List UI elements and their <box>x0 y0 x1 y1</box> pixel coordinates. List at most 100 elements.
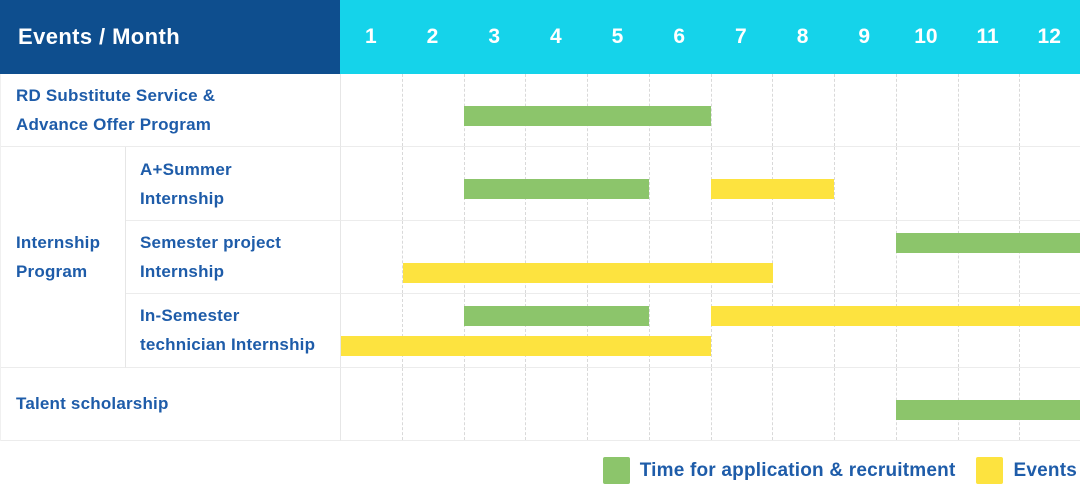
grid-cell <box>587 367 649 440</box>
grid-cell <box>957 294 1020 367</box>
grid-cell <box>525 294 587 367</box>
grid-cell <box>525 367 587 440</box>
grid-cell <box>957 147 1020 220</box>
legend: Time for application & recruitment Events <box>0 441 1080 494</box>
grid-cell <box>772 294 834 367</box>
grid-cell <box>1019 294 1080 367</box>
grid-cell <box>772 367 834 440</box>
month-label-5: 5 <box>611 25 624 48</box>
grid-cell <box>648 220 711 294</box>
grid-cell <box>772 74 834 147</box>
month-label-11: 11 <box>976 25 999 48</box>
green-bar-months-3-6 <box>464 106 711 126</box>
row-label-rd-substitute-service: RD Substitute Service & Advance Offer Pro… <box>1 74 341 148</box>
grid-cell <box>463 147 526 220</box>
month-label-7: 7 <box>735 25 747 48</box>
chart-row-rd-substitute-service <box>341 74 1080 148</box>
label-text: RD Substitute Service & Advance Offer Pro… <box>16 86 216 135</box>
corner-header: Events / Month <box>0 0 340 74</box>
grid-cell <box>587 220 649 294</box>
grid-cell <box>463 74 526 147</box>
grid-cell <box>463 367 526 440</box>
grid-cell <box>401 367 464 440</box>
label-text: Semester project Internship <box>140 232 282 281</box>
legend-item-application: Time for application & recruitment <box>602 457 956 484</box>
grid-cell <box>895 294 958 367</box>
table-header: Events / Month 1 2 3 4 5 6 7 8 9 10 11 12 <box>0 0 1080 74</box>
month-label-3: 3 <box>488 25 501 48</box>
table-body: RD Substitute Service & Advance Offer Pro… <box>0 74 1080 441</box>
grid-cell <box>341 368 402 440</box>
green-bar-months-10-12 <box>896 232 1080 253</box>
label-text: Internship Program <box>16 232 101 281</box>
grid-cell <box>401 294 464 367</box>
row-label-semester-project-internship: Semester project Internship <box>126 220 341 295</box>
grid-cell <box>957 74 1020 147</box>
grid-cell <box>710 147 773 220</box>
green-bar-months-3-5 <box>464 179 650 200</box>
grid-cell <box>463 220 526 294</box>
month-label-9: 9 <box>858 25 871 48</box>
grid-cell <box>341 147 402 219</box>
yellow-bar-months-7-8 <box>711 179 835 200</box>
grid-cell <box>710 220 773 294</box>
legend-item-events: Events <box>976 457 1077 484</box>
grid-cell <box>401 147 464 220</box>
month-label-8: 8 <box>796 25 809 48</box>
month-label-2: 2 <box>426 25 439 48</box>
grid-cell <box>401 74 464 147</box>
grid-cell <box>648 147 711 220</box>
grid-cell <box>463 294 526 367</box>
grid-cell <box>710 367 773 440</box>
grid-cell <box>341 74 402 146</box>
label-text: In-Semester technician Internship <box>140 306 316 355</box>
grid-cell <box>525 220 587 294</box>
legend-swatch-application <box>602 457 630 484</box>
grid-cell <box>648 367 711 440</box>
month-label-12: 12 <box>1037 25 1061 48</box>
grid-cell <box>957 220 1020 294</box>
grid-cell <box>710 294 773 367</box>
grid-cell <box>834 147 896 220</box>
grid-cell <box>710 74 773 147</box>
legend-label-events: Events <box>1013 459 1077 481</box>
chart-row-semester-project-internship <box>341 220 1080 295</box>
label-text: A+Summer Internship <box>140 159 232 208</box>
row-label-in-semester-technician-internship: In-Semester technician Internship <box>126 294 341 368</box>
grid-cell <box>895 220 958 294</box>
grid-cell <box>895 74 958 147</box>
grid-cell <box>1019 74 1080 147</box>
chart-row-a-plus-summer-internship <box>341 147 1080 221</box>
grid-cell <box>834 294 896 367</box>
grid-cell <box>895 147 958 220</box>
month-label-1: 1 <box>364 25 377 48</box>
grid-cell <box>1019 220 1080 294</box>
grid-cell <box>587 294 649 367</box>
chart-row-talent-scholarship <box>341 367 1080 441</box>
legend-swatch-events <box>976 457 1004 484</box>
grid-cell <box>772 220 834 294</box>
grid-cell <box>648 294 711 367</box>
group-label-internship-program: Internship Program <box>1 147 126 368</box>
label-text: Talent scholarship <box>16 394 169 414</box>
month-label-10: 10 <box>914 25 938 48</box>
chart-row-in-semester-technician-internship <box>341 294 1080 368</box>
yellow-bar-months-7-12 <box>711 306 1080 327</box>
grid-cell <box>341 221 402 293</box>
green-bar-months-3-5 <box>464 306 650 327</box>
month-label-6: 6 <box>673 25 686 48</box>
month-label-4: 4 <box>550 25 562 48</box>
month-header: 1 2 3 4 5 6 7 8 9 10 11 12 <box>340 0 1080 74</box>
row-label-talent-scholarship: Talent scholarship <box>1 367 341 441</box>
grid-cell <box>834 74 896 147</box>
yellow-bar-months-2-7 <box>402 262 773 283</box>
yellow-bar-months-1-6 <box>341 336 711 357</box>
grid-cell <box>401 220 464 294</box>
row-label-a-plus-summer-internship: A+Summer Internship <box>126 147 341 221</box>
grid-cell <box>1019 147 1080 220</box>
legend-label-application: Time for application & recruitment <box>639 459 956 481</box>
grid-cell <box>834 220 896 294</box>
grid-cell <box>834 367 896 440</box>
green-bar-months-10-12 <box>896 399 1080 420</box>
